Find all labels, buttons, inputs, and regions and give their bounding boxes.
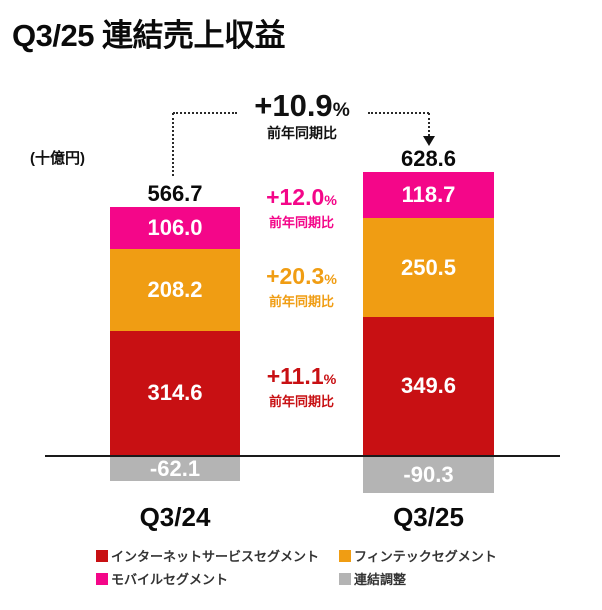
legend-item-fintech: フィンテックセグメント <box>339 546 559 565</box>
mobile-growth-annotation: +12.0% 前年同期比 <box>241 186 362 231</box>
fintech-growth-sublabel: 前年同期比 <box>268 294 334 309</box>
bar-segment-value: 349.6 <box>400 373 457 399</box>
legend-item-internet-services: インターネットサービスセグメント <box>96 546 339 565</box>
mobile-growth-sublabel: 前年同期比 <box>268 215 334 230</box>
bar-segment-value: 208.2 <box>147 276 203 302</box>
category-label-q3-24: Q3/24 <box>139 502 211 532</box>
axis-unit-label: (十億円) <box>30 150 85 167</box>
internet-growth-value: +11.1% <box>266 363 337 389</box>
legend-item-consolidation-adjustment: 連結調整 <box>339 569 559 588</box>
legend-label: モバイルセグメント <box>111 572 229 587</box>
bar-segment-adjustment: -62.1 <box>110 456 240 482</box>
bar-segment-value: 250.5 <box>400 254 457 280</box>
fintech-swatch-icon <box>339 549 351 562</box>
bar-segment-adjustment: -90.3 <box>363 457 494 493</box>
bar-segment-value: 106.0 <box>147 214 203 240</box>
connector-right-vertical-line <box>428 113 430 136</box>
fintech-growth-annotation: +20.3% 前年同期比 <box>241 265 362 310</box>
bar-segment-value: 314.6 <box>147 379 203 405</box>
legend-item-mobile: モバイルセグメント <box>96 569 339 588</box>
chart-legend: インターネットサービスセグメント フィンテックセグメント モバイルセグメント 連… <box>96 546 566 592</box>
internet-services-swatch-icon <box>96 549 108 562</box>
bar-segment-adjustment-value: -90.3 <box>403 461 454 487</box>
legend-row: インターネットサービスセグメント フィンテックセグメント <box>96 546 566 565</box>
total-growth-sublabel: 前年同期比 <box>267 125 337 141</box>
total-label-q3-25: 628.6 <box>400 146 457 171</box>
connector-right-horizontal-line <box>368 112 429 114</box>
bar-segment: 349.6 <box>363 317 494 455</box>
x-axis-baseline <box>45 455 560 457</box>
legend-label: 連結調整 <box>354 572 407 587</box>
mobile-swatch-icon <box>96 572 108 585</box>
page-title: Q3/25 連結売上収益 <box>12 18 286 53</box>
legend-row: モバイルセグメント 連結調整 <box>96 569 566 588</box>
bar-segment-adjustment-value: -62.1 <box>149 456 201 482</box>
bar-segment: 118.7 <box>363 171 494 219</box>
mobile-growth-value: +12.0% <box>266 184 337 210</box>
consolidation-adjustment-swatch-icon <box>339 572 351 585</box>
bar-segment: 208.2 <box>110 248 240 331</box>
bar-segment: 314.6 <box>110 330 240 455</box>
arrow-down-icon <box>423 136 435 146</box>
total-label-q3-24: 566.7 <box>147 181 203 206</box>
legend-label: フィンテックセグメント <box>354 549 497 564</box>
total-growth-value: +10.9% <box>254 88 350 123</box>
category-label-q3-25: Q3/25 <box>393 502 464 532</box>
bar-segment-value: 118.7 <box>401 181 456 207</box>
connector-left-vertical-line <box>172 113 174 176</box>
bar-segment: 250.5 <box>363 218 494 318</box>
internet-growth-sublabel: 前年同期比 <box>268 394 334 409</box>
bar-segment: 106.0 <box>110 207 240 249</box>
internet-growth-annotation: +11.1% 前年同期比 <box>241 365 362 410</box>
fintech-growth-value: +20.3% <box>266 263 337 289</box>
legend-label: インターネットサービスセグメント <box>111 549 320 564</box>
total-growth-annotation: +10.9% 前年同期比 <box>242 90 362 143</box>
connector-left-horizontal-line <box>173 112 237 114</box>
